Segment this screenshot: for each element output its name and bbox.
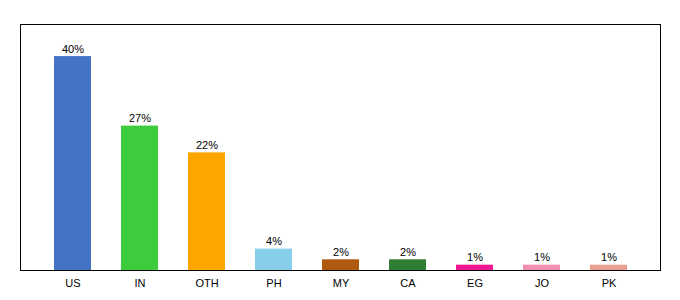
svg-text:EG: EG: [467, 277, 483, 289]
svg-text:PH: PH: [266, 277, 281, 289]
svg-text:PK: PK: [602, 277, 617, 289]
svg-text:4%: 4%: [266, 235, 282, 247]
svg-text:2%: 2%: [400, 246, 416, 258]
svg-text:IN: IN: [135, 277, 146, 289]
svg-text:27%: 27%: [129, 112, 151, 124]
svg-text:1%: 1%: [467, 251, 483, 263]
svg-text:1%: 1%: [601, 251, 617, 263]
svg-text:OTH: OTH: [195, 277, 218, 289]
svg-text:2%: 2%: [333, 246, 349, 258]
svg-text:40%: 40%: [62, 43, 84, 55]
svg-text:CA: CA: [400, 277, 416, 289]
svg-text:JO: JO: [535, 277, 550, 289]
svg-text:1%: 1%: [534, 251, 550, 263]
svg-text:22%: 22%: [196, 139, 218, 151]
svg-text:US: US: [65, 277, 80, 289]
svg-text:MY: MY: [333, 277, 350, 289]
